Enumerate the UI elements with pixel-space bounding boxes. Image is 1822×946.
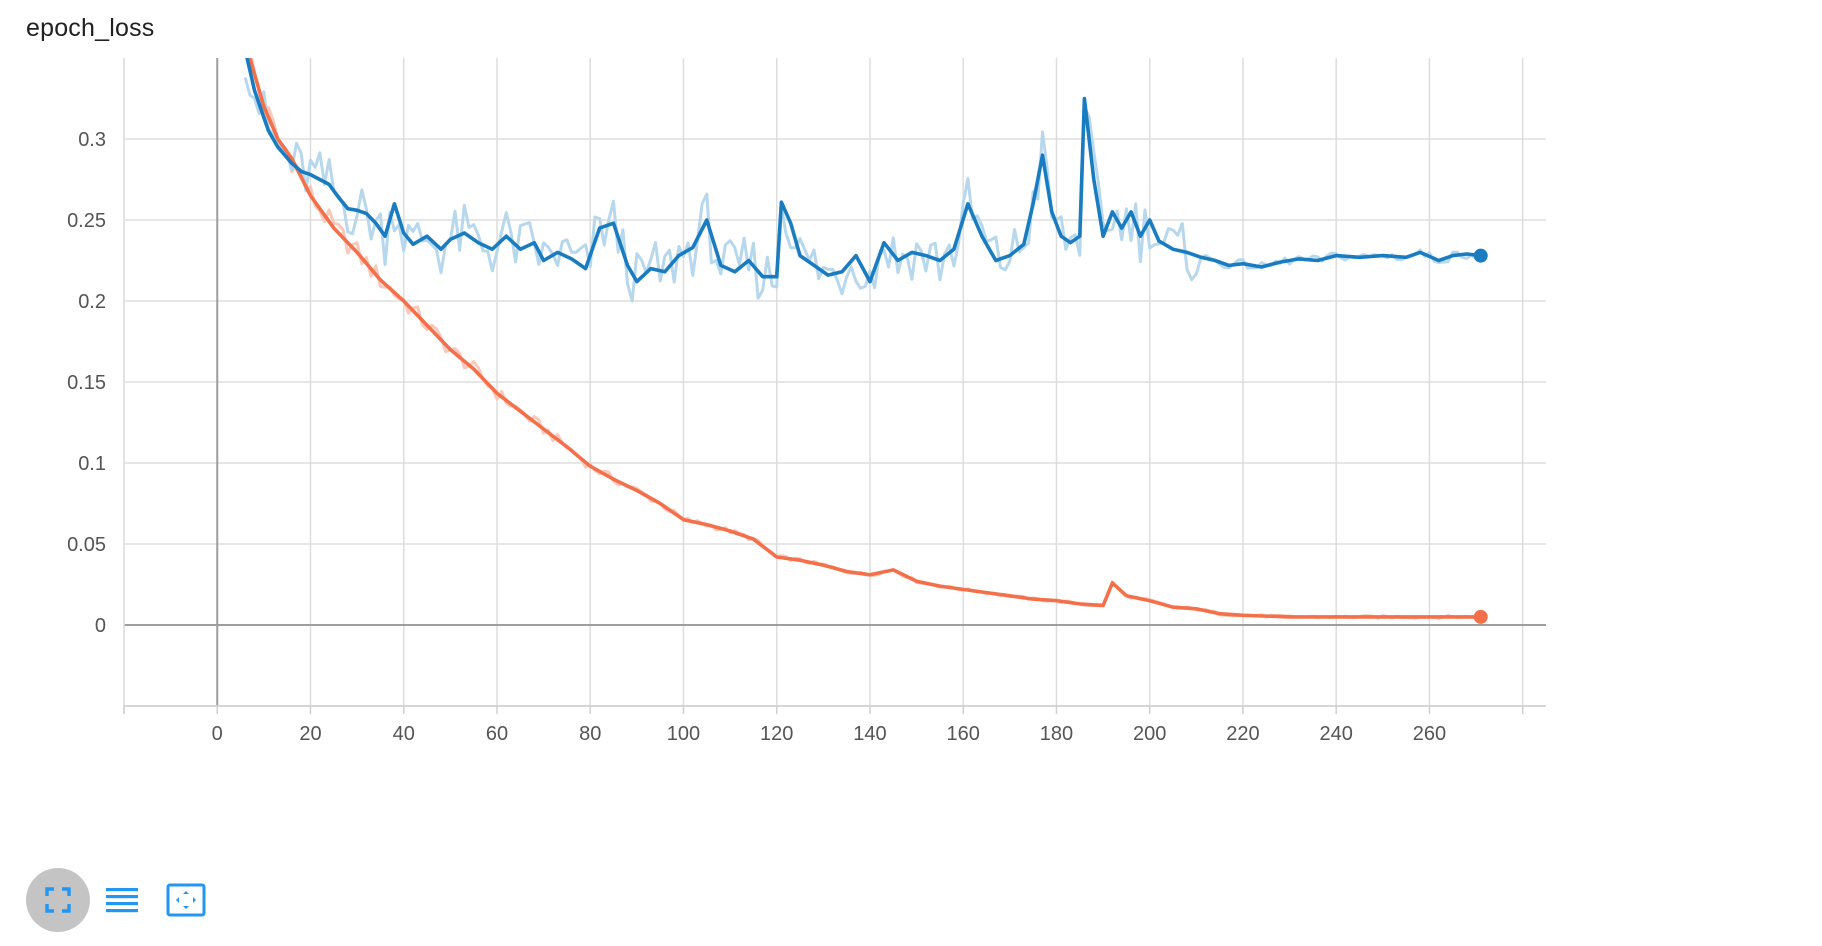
x-tick-label: 240 xyxy=(1320,723,1353,745)
toggle-log-list-button[interactable] xyxy=(90,868,154,932)
x-tick-label: 200 xyxy=(1133,723,1166,745)
y-tick-label: 0.3 xyxy=(78,129,106,151)
x-tick-label: 260 xyxy=(1413,723,1446,745)
x-tick-label: 80 xyxy=(579,723,601,745)
train-raw-line xyxy=(250,58,1482,620)
chart-title: epoch_loss xyxy=(26,14,155,42)
chart-toolbar xyxy=(26,868,218,932)
x-tick-label: 140 xyxy=(853,723,886,745)
y-tick-label: 0 xyxy=(95,615,106,637)
axes xyxy=(123,58,1546,714)
x-tick-label: 40 xyxy=(393,723,415,745)
grid-lines xyxy=(123,58,1546,707)
x-tick-label: 100 xyxy=(667,723,700,745)
fit-domain-icon xyxy=(166,883,206,917)
tick-labels: 0 20 40 60 80 100 120 140 160 180 200 220 240 260 0 0.0… xyxy=(67,129,1446,745)
list-icon xyxy=(106,888,138,913)
train-end-marker xyxy=(1473,609,1488,624)
y-tick-label: 0.2 xyxy=(78,291,106,313)
validation-end-marker xyxy=(1473,248,1488,263)
x-tick-label: 0 xyxy=(212,723,223,745)
y-tick-label: 0.15 xyxy=(67,372,106,394)
fullscreen-icon xyxy=(45,887,71,913)
x-tick-label: 160 xyxy=(947,723,980,745)
y-tick-label: 0.05 xyxy=(67,534,106,556)
x-tick-label: 120 xyxy=(760,723,793,745)
x-tick-label: 60 xyxy=(486,723,508,745)
x-tick-label: 180 xyxy=(1040,723,1073,745)
x-tick-label: 220 xyxy=(1226,723,1259,745)
series-lines xyxy=(243,58,1483,620)
fullscreen-button[interactable] xyxy=(26,868,90,932)
y-tick-label: 0.25 xyxy=(67,210,106,232)
y-tick-label: 0.1 xyxy=(78,453,106,475)
series-end-markers xyxy=(1473,248,1488,624)
x-tick-label: 20 xyxy=(299,723,321,745)
validation-smoothed-line xyxy=(245,58,1483,284)
fit-domain-button[interactable] xyxy=(154,868,218,932)
train-smoothed-line xyxy=(248,58,1483,619)
